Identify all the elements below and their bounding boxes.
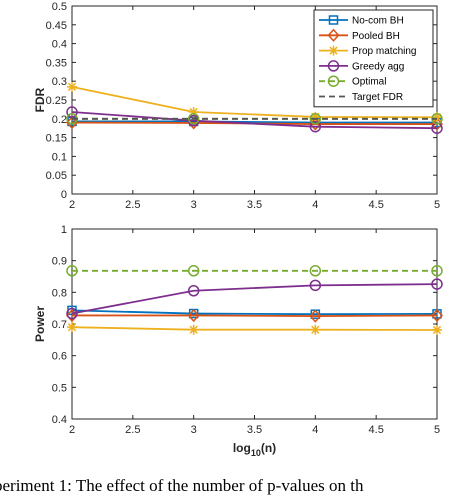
y-tick-label: 0.05 <box>46 170 67 182</box>
legend-entry-prop-matching: Prop matching <box>352 46 416 57</box>
y-tick-label: 1 <box>61 224 67 236</box>
series-line-prop-matching <box>71 85 438 119</box>
y-tick-label: 0.45 <box>46 20 67 32</box>
y-tick-label: 0.25 <box>46 95 67 107</box>
x-tick-label: 3.5 <box>247 424 262 436</box>
x-tick-label: 2 <box>69 424 75 436</box>
data-point-greedy-agg <box>187 285 200 297</box>
power-panel: 2 2.5 3 3.5 4 4.5 5 0.4 0.5 0.6 0.7 0.8 0.9 1 Power log… <box>33 224 444 458</box>
y-tick-label: 0.35 <box>46 57 67 69</box>
data-point-prop-matching <box>310 324 321 335</box>
x-axis-ticks: 2 2.5 3 3.5 4 4.5 5 <box>69 229 440 436</box>
series-prop-matching <box>67 322 442 336</box>
series-line-prop-matching <box>71 326 438 331</box>
x-tick-label: 4 <box>312 199 318 211</box>
data-point-pooled-bh <box>65 115 79 130</box>
data-point-greedy-agg <box>309 279 322 292</box>
data-point-pooled-bh <box>309 309 322 323</box>
legend-entry-greedy-agg: Greedy agg <box>352 61 404 72</box>
y-tick-label: 0.6 <box>52 351 67 363</box>
y-tick-label: 0.5 <box>52 382 67 394</box>
data-point-pooled-bh <box>187 308 200 323</box>
y-tick-label: 0.7 <box>52 319 67 331</box>
x-tick-label: 4 <box>312 424 318 436</box>
data-point-optimal <box>309 113 322 125</box>
y-tick-label: 0.4 <box>52 414 67 426</box>
legend-marker-prop-matching <box>328 45 339 56</box>
x-tick-label: 5 <box>434 199 440 211</box>
plot-frame <box>71 228 438 420</box>
data-point-optimal <box>431 265 443 277</box>
data-point-pooled-bh <box>430 308 444 323</box>
legend-marker-optimal <box>327 75 340 87</box>
data-point-optimal <box>66 265 78 277</box>
data-point-optimal <box>187 265 200 277</box>
data-point-prop-matching <box>188 324 199 335</box>
y-tick-label: 0.3 <box>52 76 67 88</box>
figure-caption: periment 1: The effect of the number of … <box>0 474 472 498</box>
legend: No-com BH Pooled BH Prop matching Greedy ag… <box>313 9 434 108</box>
legend-marker-no-com-bh <box>328 15 339 25</box>
figure: 2 2.5 3 3.5 4 4.5 500.050.10.150.20.250.30.350… <box>33 1 444 458</box>
y-axis-ticks: 0.4 0.5 0.6 0.7 0.8 0.9 1 <box>52 224 437 426</box>
y-tick-label: 0.2 <box>52 114 67 126</box>
y-tick-label: 0.9 <box>52 256 67 268</box>
data-point-prop-matching <box>432 325 442 336</box>
y-tick-label: 0 <box>61 189 67 201</box>
x-tick-label: 2 <box>69 199 75 211</box>
series-line-greedy-agg <box>71 283 438 315</box>
data-point-optimal <box>187 113 200 125</box>
series-line-no-com-bh <box>72 120 437 124</box>
series-line-greedy-agg <box>71 111 438 130</box>
data-point-prop-matching <box>188 107 199 118</box>
y-axis-label: Power <box>33 306 47 342</box>
data-point-prop-matching <box>310 111 321 122</box>
data-point-greedy-agg <box>309 120 322 133</box>
y-axis-label: FDR <box>33 87 47 112</box>
x-axis-ticks: 2 2.5 3 3.5 4 4.5 5 <box>69 6 440 211</box>
x-tick-label: 5 <box>434 424 440 436</box>
data-point-prop-matching <box>67 81 77 92</box>
data-point-prop-matching <box>432 112 442 123</box>
legend-marker-greedy-agg <box>327 60 340 72</box>
x-tick-label: 4.5 <box>369 424 384 436</box>
y-tick-label: 0.5 <box>52 1 67 13</box>
series-greedy-agg <box>66 278 443 320</box>
x-tick-label: 2.5 <box>125 199 140 211</box>
x-axis-label: log10(n) <box>233 441 276 458</box>
data-point-greedy-agg <box>66 307 78 320</box>
x-tick-label: 3 <box>191 424 197 436</box>
data-point-optimal <box>309 265 322 277</box>
data-point-greedy-agg <box>66 106 78 118</box>
y-axis-ticks: 0 0.05 0.1 0.15 0.2 0.25 0.3 0.35 0.4 0.45 0.5 <box>46 1 437 201</box>
legend-entry-target-fdr: Target FDR <box>352 92 403 103</box>
caption-text: periment 1: The effect of the number of … <box>0 476 364 495</box>
series-optimal <box>66 265 443 277</box>
legend-entry-optimal: Optimal <box>352 77 386 88</box>
y-tick-label: 0.15 <box>46 133 67 145</box>
x-tick-label: 3 <box>191 199 197 211</box>
series-line-no-com-bh <box>71 309 438 316</box>
fdr-panel: 2 2.5 3 3.5 4 4.5 500.050.10.150.20.250.30.350… <box>33 1 444 211</box>
data-point-prop-matching <box>67 322 77 333</box>
series-line-pooled-bh <box>72 314 438 317</box>
legend-entry-no-com-bh: No-com BH <box>352 16 404 27</box>
legend-entry-pooled-bh: Pooled BH <box>352 31 400 42</box>
series-prop-matching <box>67 81 442 123</box>
y-tick-label: 0.1 <box>52 151 67 163</box>
x-tick-label: 4.5 <box>369 199 384 211</box>
y-tick-label: 0.8 <box>52 287 67 299</box>
legend-marker-pooled-bh <box>327 28 340 42</box>
x-tick-label: 3.5 <box>247 199 262 211</box>
legend-box <box>313 9 434 108</box>
x-tick-label: 2.5 <box>125 424 140 436</box>
y-tick-label: 0.4 <box>52 39 67 51</box>
data-point-greedy-agg <box>431 278 443 290</box>
